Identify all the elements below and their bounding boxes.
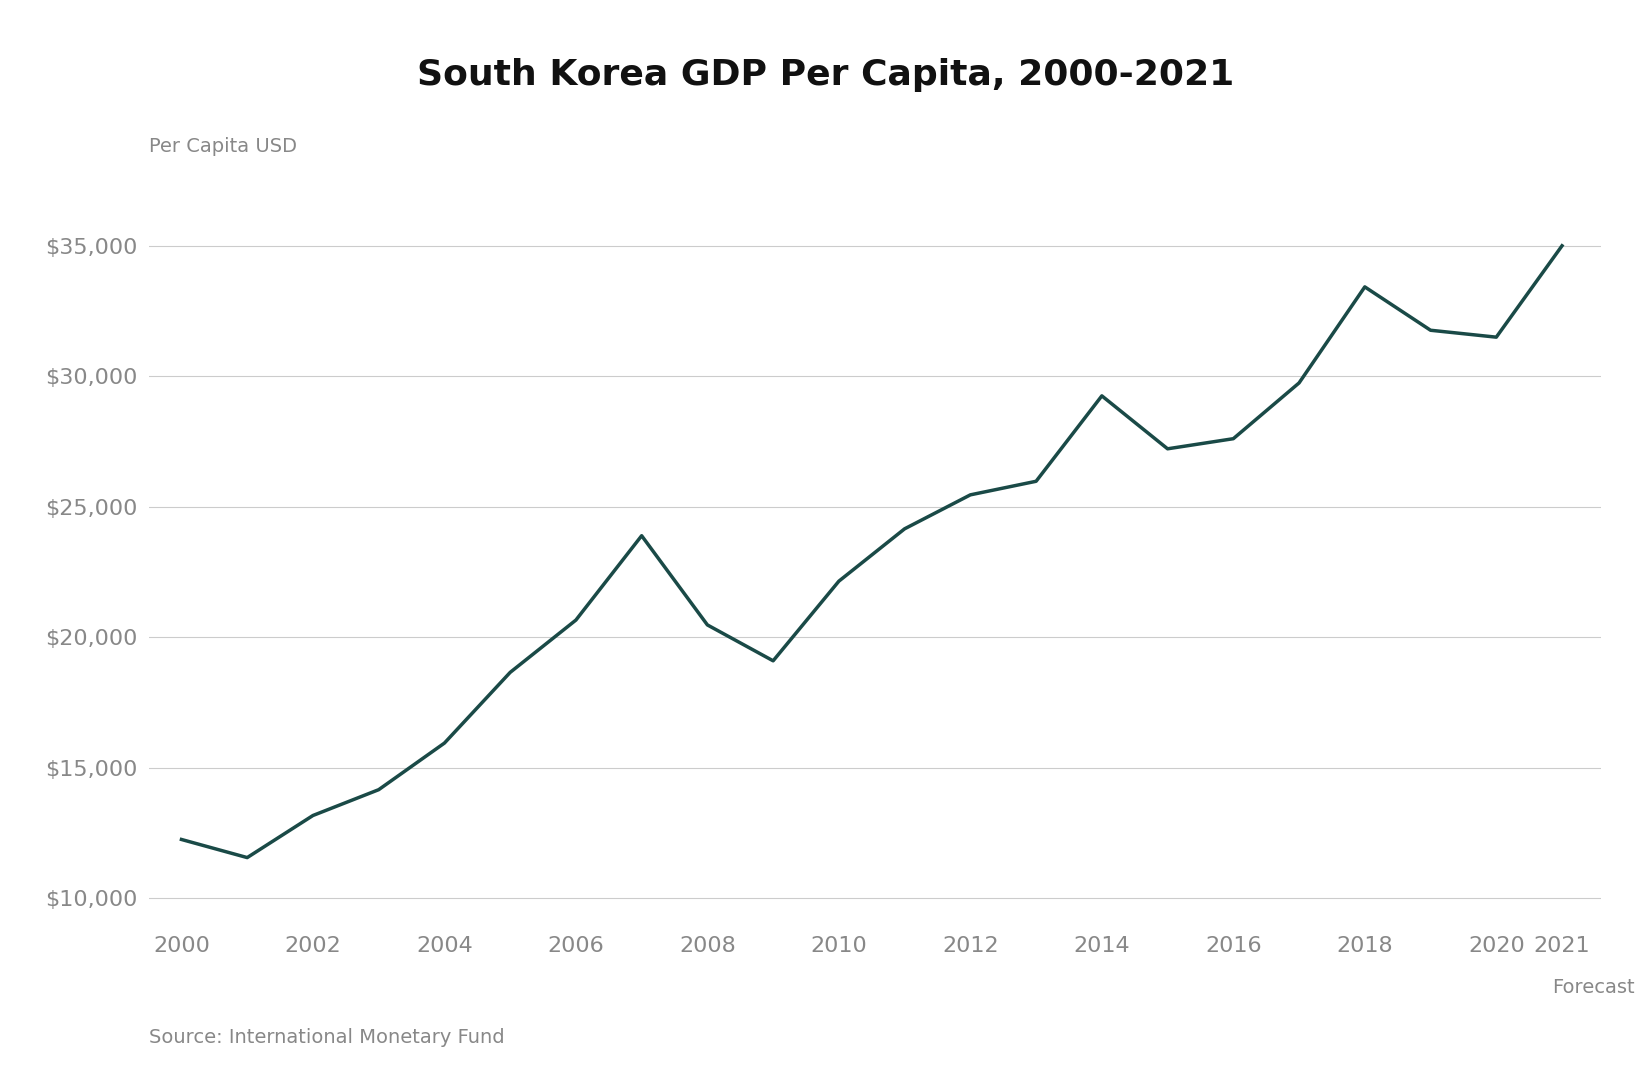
Text: South Korea GDP Per Capita, 2000-2021: South Korea GDP Per Capita, 2000-2021 bbox=[416, 58, 1235, 92]
Text: Forecast: Forecast bbox=[1552, 978, 1634, 998]
Text: Per Capita USD: Per Capita USD bbox=[149, 137, 297, 156]
Text: Source: International Monetary Fund: Source: International Monetary Fund bbox=[149, 1028, 504, 1047]
